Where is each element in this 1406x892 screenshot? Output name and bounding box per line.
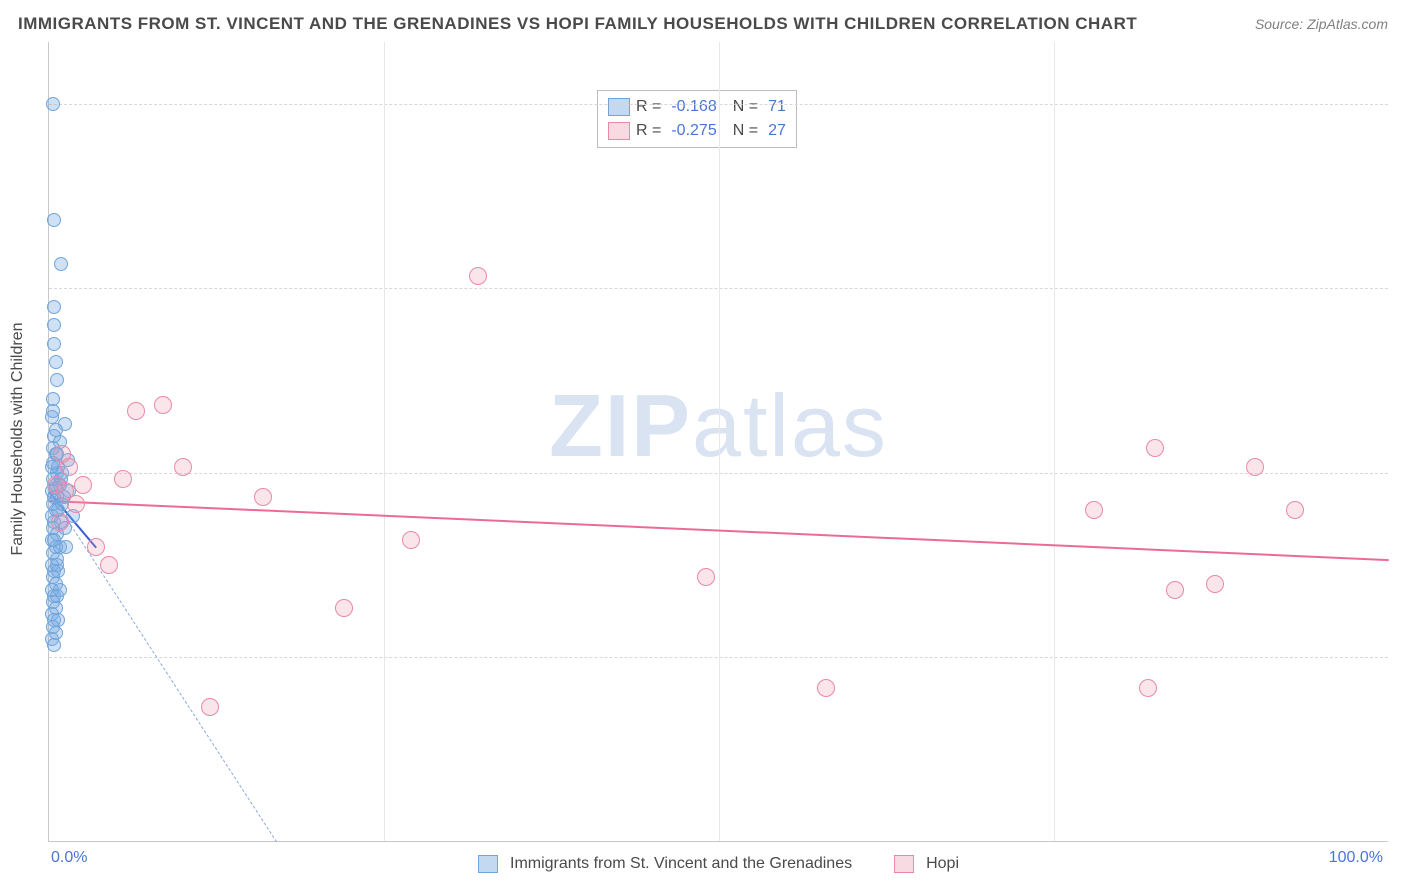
legend-n-value: 27 (768, 122, 786, 140)
legend-row-blue: R = -0.168 N = 71 (608, 95, 786, 119)
data-point-blue (46, 404, 60, 418)
x-tick-label: 0.0% (51, 849, 87, 867)
data-point-pink (154, 396, 172, 414)
data-point-blue (50, 558, 64, 572)
swatch-pink-icon (608, 122, 630, 140)
x-axis-series-legend: Immigrants from St. Vincent and the Gren… (49, 855, 1388, 873)
title-bar: IMMIGRANTS FROM ST. VINCENT AND THE GREN… (18, 10, 1388, 38)
data-point-blue (50, 373, 64, 387)
data-point-pink (1286, 501, 1304, 519)
y-tick-label: 30.0% (1396, 464, 1406, 482)
legend-row-pink: R = -0.275 N = 27 (608, 119, 786, 143)
gridline-vertical (719, 42, 720, 841)
data-point-pink (100, 556, 118, 574)
data-point-pink (53, 445, 71, 463)
data-point-pink (51, 513, 69, 531)
chart-title: IMMIGRANTS FROM ST. VINCENT AND THE GREN… (18, 14, 1137, 34)
chart-plot-area: ZIPatlas R = -0.168 N = 71 R = -0.275 N … (48, 42, 1388, 842)
data-point-blue (49, 423, 63, 437)
watermark-zip: ZIP (549, 376, 692, 475)
data-point-blue (47, 213, 61, 227)
data-point-blue (47, 337, 61, 351)
y-tick-label: 15.0% (1396, 648, 1406, 666)
data-point-pink (87, 538, 105, 556)
data-point-blue (59, 540, 73, 554)
data-point-pink (67, 495, 85, 513)
data-point-blue (47, 300, 61, 314)
watermark-atlas: atlas (692, 376, 888, 475)
data-point-pink (469, 267, 487, 285)
data-point-pink (74, 476, 92, 494)
legend-r-label: R = (636, 98, 661, 116)
swatch-pink-icon (894, 855, 914, 873)
data-point-pink (1246, 458, 1264, 476)
y-tick-label: 60.0% (1396, 95, 1406, 113)
data-point-pink (254, 488, 272, 506)
legend-n-label: N = (733, 122, 758, 140)
legend-r-value: -0.275 (671, 122, 716, 140)
data-point-blue (47, 318, 61, 332)
gridline-vertical (1054, 42, 1055, 841)
data-point-pink (1085, 501, 1103, 519)
x-tick-label: 100.0% (1329, 849, 1383, 867)
y-tick-label: 45.0% (1396, 279, 1406, 297)
swatch-blue-icon (608, 98, 630, 116)
data-point-blue (49, 355, 63, 369)
legend-r-value: -0.168 (671, 98, 716, 116)
data-point-blue (54, 257, 68, 271)
data-point-pink (174, 458, 192, 476)
xlegend-label-pink: Hopi (926, 855, 959, 873)
legend-n-label: N = (733, 98, 758, 116)
data-point-blue (47, 533, 61, 547)
source-attribution: Source: ZipAtlas.com (1255, 16, 1388, 32)
data-point-pink (335, 599, 353, 617)
correlation-legend-box: R = -0.168 N = 71 R = -0.275 N = 27 (597, 90, 797, 148)
data-point-blue (47, 638, 61, 652)
y-axis-label: Family Households with Children (9, 323, 27, 556)
data-point-pink (697, 568, 715, 586)
legend-r-label: R = (636, 122, 661, 140)
swatch-blue-icon (478, 855, 498, 873)
gridline-vertical (384, 42, 385, 841)
data-point-pink (1146, 439, 1164, 457)
data-point-pink (1206, 575, 1224, 593)
data-point-pink (114, 470, 132, 488)
data-point-pink (817, 679, 835, 697)
data-point-pink (1139, 679, 1157, 697)
data-point-blue (53, 583, 67, 597)
data-point-pink (127, 402, 145, 420)
data-point-pink (201, 698, 219, 716)
data-point-blue (46, 97, 60, 111)
xlegend-label-blue: Immigrants from St. Vincent and the Gren… (510, 855, 852, 873)
data-point-pink (1166, 581, 1184, 599)
trend-line-blue-extrap (49, 491, 278, 842)
legend-n-value: 71 (768, 98, 786, 116)
data-point-pink (402, 531, 420, 549)
